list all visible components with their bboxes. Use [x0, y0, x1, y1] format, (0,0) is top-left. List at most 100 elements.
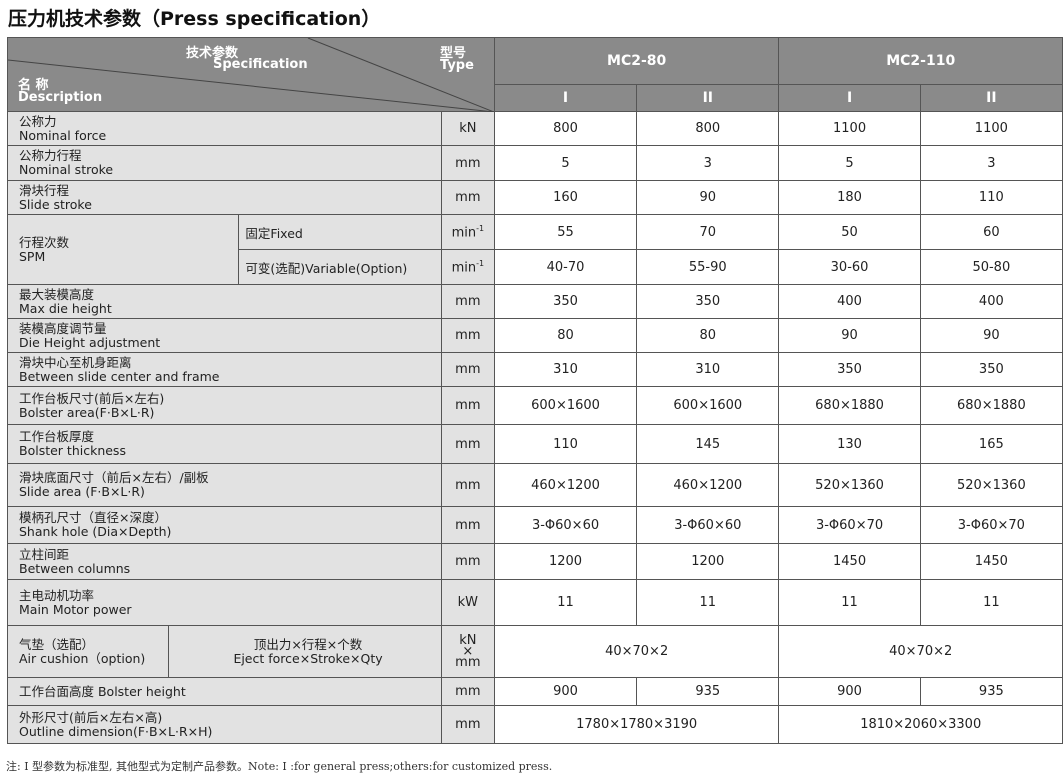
value-cell: 5	[778, 145, 921, 181]
value-cell: 110	[919, 180, 1063, 215]
label-cn: 工作台板厚度	[19, 429, 95, 444]
value-cell: 1200	[636, 543, 780, 580]
label-en: Bolster area(F·B×L·R)	[19, 404, 155, 420]
unit-cell: kN	[440, 111, 495, 146]
table-row: 气垫（选配） Air cushion（option) 顶出力×行程×个数 Eject …	[6, 625, 1063, 678]
table-row: 模柄孔尺寸（直径×深度） Shank hole (Dia×Depth) mm 3-Φ6…	[7, 506, 1063, 544]
variant-header: I	[778, 84, 921, 112]
table-row: 滑块行程 Slide stroke mm 160 90 180 110	[7, 180, 1063, 215]
unit-cell: mm	[440, 705, 495, 744]
row-label: 公称力 Nominal force	[7, 111, 442, 146]
unit-cell: mm	[440, 180, 495, 215]
value-cell: 600×1600	[636, 386, 780, 425]
label-cn: 外形尺寸(前后×左右×高)	[19, 709, 163, 725]
value-cell: 1200	[493, 543, 638, 580]
label-cn: 公称力行程	[19, 148, 82, 163]
row-label: 最大装模高度 Max die height	[7, 284, 442, 319]
variant-header: I	[493, 84, 638, 112]
value-cell: 900	[493, 677, 638, 706]
value-cell: 520×1360	[919, 463, 1063, 507]
value-cell: 60	[919, 214, 1063, 250]
unit-cell: mm	[440, 506, 495, 544]
label-cn: 装模高度调节量	[19, 320, 107, 336]
value-cell: 900	[778, 677, 921, 706]
unit-cell: mm	[440, 145, 495, 181]
row-label: 外形尺寸(前后×左右×高) Outline dimension(F·B×L·R×H…	[7, 705, 442, 744]
row-group-label: 行程次数 SPM	[6, 214, 240, 285]
label-en: Bolster thickness	[19, 443, 126, 458]
label-en: Between slide center and frame	[19, 368, 220, 384]
value-cell: 80	[636, 318, 780, 353]
unit-text: min	[451, 225, 477, 241]
table-row: 最大装模高度 Max die height mm 350 350 400 400	[7, 284, 1063, 319]
value-cell: 680×1880	[778, 386, 921, 425]
label-cn: 滑块底面尺寸（前后×左右）/副板	[19, 470, 209, 485]
spec-table: 技术参数 Specification 型号 Type 名 称 Descripti…	[6, 37, 1063, 744]
value-cell: 520×1360	[778, 463, 921, 507]
row-label: 滑块行程 Slide stroke	[7, 180, 442, 215]
row-label: 立柱间距 Between columns	[7, 543, 442, 580]
value-cell: 130	[778, 424, 921, 464]
unit-cell: mm	[440, 424, 495, 464]
model-header: MC2-110	[778, 37, 1063, 85]
footnote: 注: I 型参数为标准型, 其他型式为定制产品参数。Note: I :for g…	[6, 760, 553, 773]
table-row: 工作台板厚度 Bolster thickness mm 110 145 130 165	[7, 424, 1063, 464]
value-cell: 935	[919, 677, 1063, 706]
value-cell: 460×1200	[636, 463, 780, 507]
row-label: 主电动机功率 Main Motor power	[7, 579, 442, 626]
row-label: 气垫（选配） Air cushion（option)	[6, 625, 170, 678]
row-label: 工作台面高度 Bolster height	[7, 677, 442, 706]
table-row: 立柱间距 Between columns mm 1200 1200 1450 1450	[7, 543, 1063, 580]
value-cell: 5	[493, 145, 638, 181]
value-cell: 145	[636, 424, 780, 464]
table-row: 装模高度调节量 Die Height adjustment mm 80 80 90 90	[7, 318, 1063, 353]
value-cell: 935	[636, 677, 780, 706]
value-cell: 400	[919, 284, 1063, 319]
label-cn: 最大装模高度	[19, 286, 95, 302]
table-row: 公称力 Nominal force kN 800 800 1100 1100	[7, 111, 1063, 146]
row-label: 公称力行程 Nominal stroke	[7, 145, 442, 181]
table-row: 主电动机功率 Main Motor power kW 11 11 11 11	[7, 579, 1063, 626]
unit-text: ×	[462, 644, 474, 659]
value-cell: 55	[493, 214, 638, 250]
unit-text: min	[451, 260, 477, 276]
value-cell: 11	[778, 579, 921, 626]
value-cell: 11	[493, 579, 638, 626]
page-title: 压力机技术参数（Press specification）	[8, 8, 381, 30]
label-cn: 主电动机功率	[19, 587, 95, 603]
value-cell: 1100	[778, 111, 921, 146]
value-cell: 80	[493, 318, 638, 353]
label-en: Max die height	[19, 300, 112, 316]
unit-cell: mm	[440, 318, 495, 353]
unit-cell: mm	[440, 284, 495, 319]
label-cn: 行程次数	[19, 234, 70, 250]
label-cn: 立柱间距	[19, 546, 70, 562]
sub-label: 固定Fixed	[238, 214, 442, 250]
label-en: Nominal stroke	[19, 162, 114, 177]
unit-exponent: -1	[476, 223, 485, 233]
label-en: SPM	[19, 248, 46, 264]
unit-cell: mm	[440, 543, 495, 580]
value-cell: 3-Φ60×60	[636, 506, 780, 544]
value-cell: 1100	[919, 111, 1063, 146]
value-cell: 1810×2060×3300	[778, 705, 1063, 744]
label-cn: 气垫（选配）	[19, 636, 95, 652]
label-cn: 滑块行程	[19, 182, 70, 198]
value-cell: 3	[919, 145, 1063, 181]
value-cell: 11	[636, 579, 780, 626]
table-row: 滑块中心至机身距离 Between slide center and frame m…	[7, 352, 1063, 387]
value-cell: 1450	[919, 543, 1063, 580]
type-label-en: Type	[440, 58, 474, 73]
row-label: 滑块底面尺寸（前后×左右）/副板 Slide area (F·B×L·R)	[7, 463, 442, 507]
value-cell: 50	[778, 214, 921, 250]
unit-cell: kN × mm	[440, 625, 495, 678]
value-cell: 1450	[778, 543, 921, 580]
name-label-en: Description	[18, 90, 103, 105]
unit-cell: min-1	[440, 249, 495, 285]
value-cell: 310	[636, 352, 780, 387]
value-cell: 90	[778, 318, 921, 353]
value-cell: 400	[778, 284, 921, 319]
value-cell: 90	[636, 180, 780, 215]
value-cell: 50-80	[919, 249, 1063, 285]
unit-exponent: -1	[476, 258, 485, 268]
